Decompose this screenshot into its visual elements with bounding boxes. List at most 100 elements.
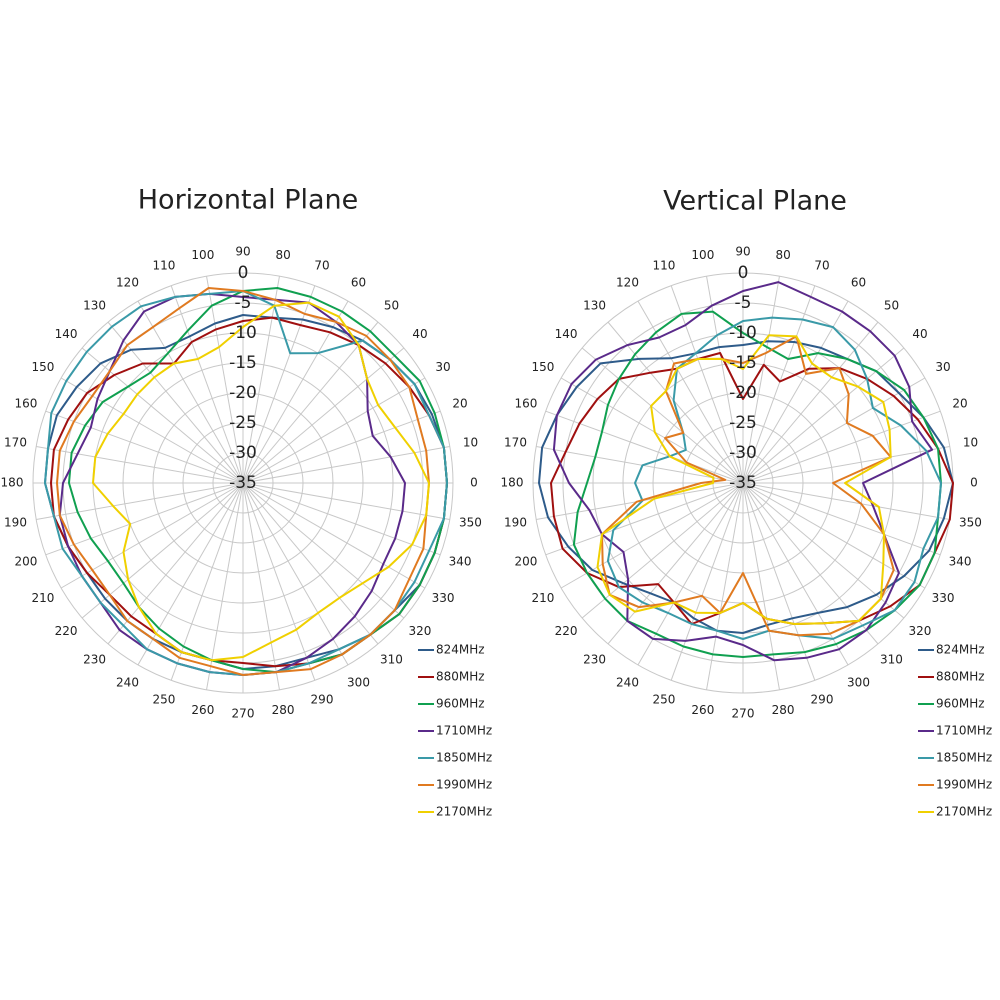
angle-label: 20 <box>452 396 467 410</box>
r-tick-label: 0 <box>738 263 749 283</box>
angle-label: 120 <box>116 275 139 289</box>
grid-spoke <box>545 482 744 556</box>
angle-label: 310 <box>880 652 903 666</box>
grid-spoke <box>670 482 744 681</box>
grid-spoke <box>242 347 405 484</box>
angle-label: 160 <box>14 396 37 410</box>
legend-label: 2170MHz <box>936 805 992 819</box>
grid-spoke <box>107 482 244 645</box>
grid-spoke <box>607 321 744 484</box>
series-line <box>538 340 954 634</box>
series-line <box>92 301 430 662</box>
legend-label: 824MHz <box>936 643 985 657</box>
grid-spoke <box>242 410 441 484</box>
grid-spoke <box>242 482 349 666</box>
r-tick-label: -30 <box>229 443 257 463</box>
angle-label: 60 <box>351 275 366 289</box>
angle-label: 150 <box>31 360 54 374</box>
angle-label: 220 <box>55 624 78 638</box>
angle-label: 350 <box>959 516 982 530</box>
grid-spoke <box>45 482 244 556</box>
grid-spoke <box>670 285 744 484</box>
grid-spoke <box>242 377 426 484</box>
angle-label: 140 <box>55 327 78 341</box>
r-tick-label: -25 <box>229 413 257 433</box>
angle-label: 250 <box>653 693 676 707</box>
angle-label: 140 <box>555 327 578 341</box>
angle-label: 10 <box>463 435 478 449</box>
legend-label: 1990MHz <box>436 778 492 792</box>
angle-label: 250 <box>153 693 176 707</box>
r-tick-label: -20 <box>729 383 757 403</box>
angle-label: 70 <box>814 258 829 272</box>
grid-spoke <box>242 276 280 484</box>
grid-spoke <box>742 446 950 484</box>
angle-label: 90 <box>235 245 250 259</box>
angle-label: 130 <box>583 299 606 313</box>
r-tick-label: -5 <box>735 293 752 313</box>
angle-label: 200 <box>14 555 37 569</box>
legend-label: 1710MHz <box>936 724 992 738</box>
grid-spoke <box>560 377 744 484</box>
grid-spoke <box>742 300 849 484</box>
grid-spoke <box>581 347 744 484</box>
series-line <box>596 334 892 625</box>
grid-spoke <box>242 482 379 645</box>
grid-spoke <box>742 285 816 484</box>
angle-label: 230 <box>83 652 106 666</box>
series-line <box>601 335 895 637</box>
legend-label: 880MHz <box>936 670 985 684</box>
grid-spoke <box>242 321 379 484</box>
angle-label: 230 <box>583 652 606 666</box>
angle-label: 290 <box>811 693 834 707</box>
angle-label: 40 <box>912 327 927 341</box>
r-tick-label: -20 <box>229 383 257 403</box>
angle-label: 290 <box>311 693 334 707</box>
grid-spoke <box>742 276 780 484</box>
series-line <box>552 281 934 662</box>
chart-title: Horizontal Plane <box>138 185 359 216</box>
angle-label: 240 <box>616 676 639 690</box>
angle-label: 350 <box>459 516 482 530</box>
grid-spoke <box>242 482 316 681</box>
grid-spoke <box>81 482 244 619</box>
grid-spoke <box>170 482 244 681</box>
grid-spoke <box>242 482 280 690</box>
grid-spoke <box>242 482 441 556</box>
angle-label: 170 <box>504 435 527 449</box>
angle-label: 280 <box>772 703 795 717</box>
angle-label: 90 <box>735 245 750 259</box>
angle-label: 50 <box>884 299 899 313</box>
r-tick-label: -10 <box>729 323 757 343</box>
angle-label: 80 <box>775 248 790 262</box>
angle-label: 240 <box>116 676 139 690</box>
legend-label: 1710MHz <box>436 724 492 738</box>
angle-label: 180 <box>1 476 24 490</box>
angle-label: 340 <box>449 555 472 569</box>
r-tick-label: -5 <box>235 293 252 313</box>
angle-label: 330 <box>432 591 455 605</box>
angle-label: 40 <box>412 327 427 341</box>
angle-label: 110 <box>653 258 676 272</box>
grid-spoke <box>36 482 244 520</box>
series-line <box>44 290 448 676</box>
angle-label: 270 <box>232 707 255 721</box>
legend-label: 1990MHz <box>936 778 992 792</box>
angle-label: 190 <box>4 516 27 530</box>
r-tick-label: -30 <box>729 443 757 463</box>
angle-label: 30 <box>435 360 450 374</box>
angle-label: 0 <box>470 476 478 490</box>
legend-label: 2170MHz <box>436 805 492 819</box>
angle-label: 300 <box>347 676 370 690</box>
angle-label: 0 <box>970 476 978 490</box>
angle-label: 300 <box>847 676 870 690</box>
grid-spoke <box>206 276 244 484</box>
legend-label: 824MHz <box>436 643 485 657</box>
legend-label: 1850MHz <box>936 751 992 765</box>
grid-spoke <box>742 482 950 520</box>
angle-label: 100 <box>191 248 214 262</box>
grid-spoke <box>45 410 244 484</box>
series-line <box>606 316 942 640</box>
angle-label: 20 <box>952 396 967 410</box>
